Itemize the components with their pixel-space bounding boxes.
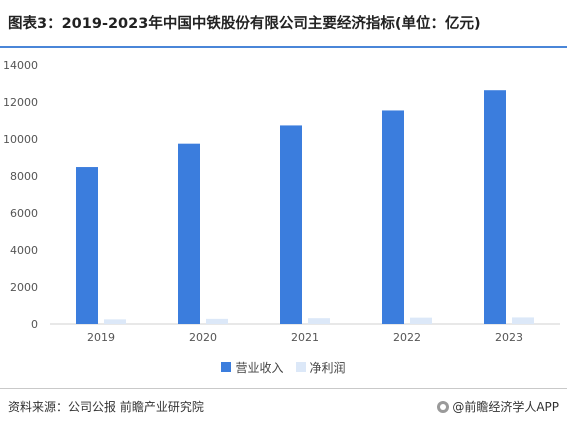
source-note: 资料来源：公司公报 前瞻产业研究院 xyxy=(8,400,204,414)
legend-swatch-profit xyxy=(295,362,306,372)
chart-legend: 营业收入 净利润 xyxy=(0,358,567,376)
brand-text: @前瞻经济学人APP xyxy=(452,400,559,414)
y-tick-label: 10000 xyxy=(3,133,38,146)
chart-title: 图表3：2019-2023年中国中铁股份有限公司主要经济指标(单位：亿元) xyxy=(8,16,481,32)
legend-item-revenue: 营业收入 xyxy=(221,359,284,376)
bar-profit-2020 xyxy=(206,318,228,324)
footer-divider xyxy=(0,388,567,389)
y-tick-label: 12000 xyxy=(3,96,38,109)
bar-profit-2023 xyxy=(512,317,534,324)
x-tick-label: 2020 xyxy=(189,331,217,344)
x-tick-label: 2022 xyxy=(393,331,421,344)
x-tick-label: 2021 xyxy=(291,331,319,344)
bar-revenue-2020 xyxy=(178,143,200,324)
bar-revenue-2019 xyxy=(76,167,98,324)
legend-item-profit: 净利润 xyxy=(295,359,346,376)
bar-revenue-2022 xyxy=(382,110,404,324)
y-tick-label: 14000 xyxy=(3,59,38,72)
bar-profit-2021 xyxy=(308,318,330,324)
y-tick-label: 2000 xyxy=(10,281,38,294)
brand-logo-icon xyxy=(437,400,450,413)
legend-label-profit: 净利润 xyxy=(309,360,346,375)
bar-revenue-2021 xyxy=(280,125,302,325)
legend-swatch-revenue xyxy=(221,362,232,372)
title-bar: 图表3：2019-2023年中国中铁股份有限公司主要经济指标(单位：亿元) xyxy=(0,0,567,48)
y-tick-label: 6000 xyxy=(10,207,38,220)
legend-label-revenue: 营业收入 xyxy=(235,360,284,375)
y-tick-label: 0 xyxy=(31,318,38,331)
bar-profit-2019 xyxy=(104,319,126,324)
bar-profit-2022 xyxy=(410,317,432,324)
x-tick-label: 2019 xyxy=(87,331,115,344)
brand-label: @前瞻经济学人APP xyxy=(437,398,559,415)
x-tick-label: 2023 xyxy=(495,331,523,344)
y-tick-label: 8000 xyxy=(10,170,38,183)
bar-chart: 0 2000 4000 6000 8000 10000 12000 14000 2019 2020… xyxy=(3,59,560,344)
y-tick-label: 4000 xyxy=(10,244,38,257)
bar-revenue-2023 xyxy=(484,90,506,324)
